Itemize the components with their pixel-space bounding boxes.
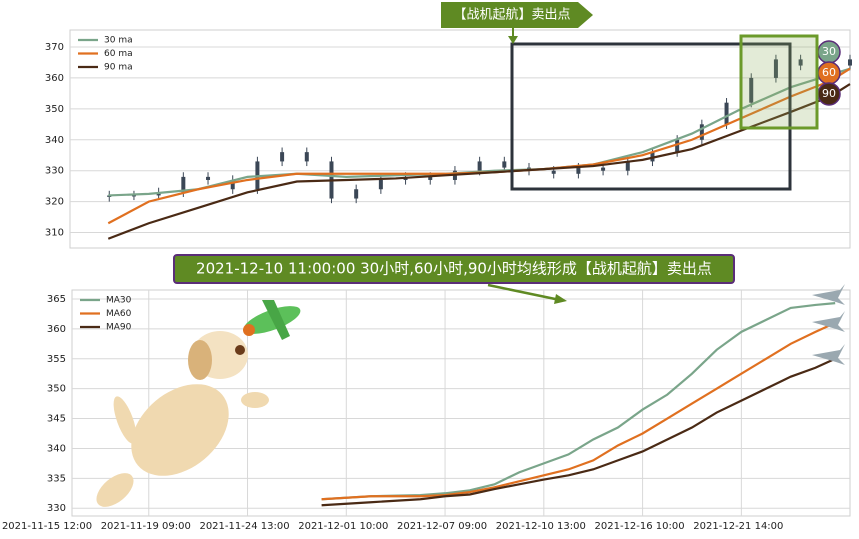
candle-body	[724, 102, 729, 125]
candle-body	[304, 152, 309, 162]
legend-label: MA90	[106, 323, 132, 333]
candle-body	[576, 167, 581, 174]
legend-label: 60 ma	[104, 49, 133, 59]
toy-plane	[243, 300, 301, 340]
candle-body	[280, 152, 285, 162]
candle-body	[181, 176, 186, 193]
candle-body	[848, 59, 852, 66]
middle-arrow	[487, 283, 561, 302]
candle-body	[699, 124, 704, 140]
top-banner	[441, 2, 593, 28]
ma-line	[321, 302, 836, 501]
banner-arrow-head	[508, 36, 518, 44]
x-tick-label: 2021-11-19 09:00	[101, 521, 191, 532]
y-tick-label: 340	[45, 135, 64, 146]
y-tick-label: 345	[47, 414, 66, 425]
y-tick-label: 350	[45, 104, 64, 115]
y-tick-label: 320	[45, 197, 64, 208]
candle-body	[428, 176, 433, 180]
candle-body	[601, 167, 606, 171]
y-tick-label: 360	[45, 73, 64, 84]
candle-body	[773, 59, 778, 78]
middle-arrow-head	[554, 294, 567, 304]
x-tick-label: 2021-11-24 13:00	[199, 521, 289, 532]
candle-body	[354, 189, 359, 199]
top-frame	[69, 29, 851, 249]
y-tick-label: 355	[47, 354, 66, 365]
legend-label: MA30	[106, 296, 132, 306]
y-tick-label: 350	[47, 384, 66, 395]
legend-label: 90 ma	[104, 63, 133, 73]
y-tick-label: 365	[47, 294, 66, 305]
x-tick-label: 2021-11-15 12:00	[2, 521, 92, 532]
y-tick-label: 370	[45, 42, 64, 53]
candle-body	[131, 195, 136, 197]
candle-body	[477, 161, 482, 171]
candle-body	[675, 139, 680, 153]
y-tick-label: 360	[47, 324, 66, 335]
ma-line	[321, 321, 836, 501]
legend-label: 30 ma	[104, 36, 133, 46]
candle-body	[502, 161, 507, 168]
legend-label: MA60	[106, 309, 132, 319]
x-tick-label: 2021-12-01 10:00	[298, 521, 388, 532]
candle-body	[625, 161, 630, 171]
ma-badge-label: 90	[822, 87, 836, 100]
ma-line	[107, 83, 851, 240]
x-tick-label: 2021-12-16 10:00	[595, 521, 685, 532]
y-tick-label: 335	[47, 473, 66, 484]
ma-line	[108, 67, 851, 197]
candle-body	[551, 170, 556, 174]
y-tick-label: 340	[47, 443, 66, 454]
x-tick-label: 2021-12-21 14:00	[693, 521, 783, 532]
candle-body	[749, 77, 754, 103]
candle-body	[230, 179, 235, 190]
x-tick-label: 2021-12-10 13:00	[496, 521, 586, 532]
x-tick-label: 2021-12-07 09:00	[397, 521, 487, 532]
ma-badge-label: 60	[822, 66, 836, 79]
middle-banner-text: 2021-12-10 11:00:00 30小时,60小时,90小时均线形成【战…	[196, 260, 712, 278]
y-tick-label: 310	[45, 228, 64, 239]
candle-body	[378, 179, 383, 190]
y-tick-label: 330	[45, 166, 64, 177]
top-banner-text: 【战机起航】卖出点	[453, 7, 570, 23]
y-tick-label: 330	[47, 503, 66, 514]
candle-body	[798, 59, 803, 66]
middle-banner	[173, 254, 735, 284]
ma-line	[321, 357, 836, 507]
candle-body	[206, 176, 211, 180]
plane-icons	[812, 284, 845, 365]
highlight-box	[510, 42, 792, 191]
sell-box	[739, 34, 819, 130]
ma-badge-label: 30	[822, 45, 836, 58]
dog	[96, 331, 269, 507]
